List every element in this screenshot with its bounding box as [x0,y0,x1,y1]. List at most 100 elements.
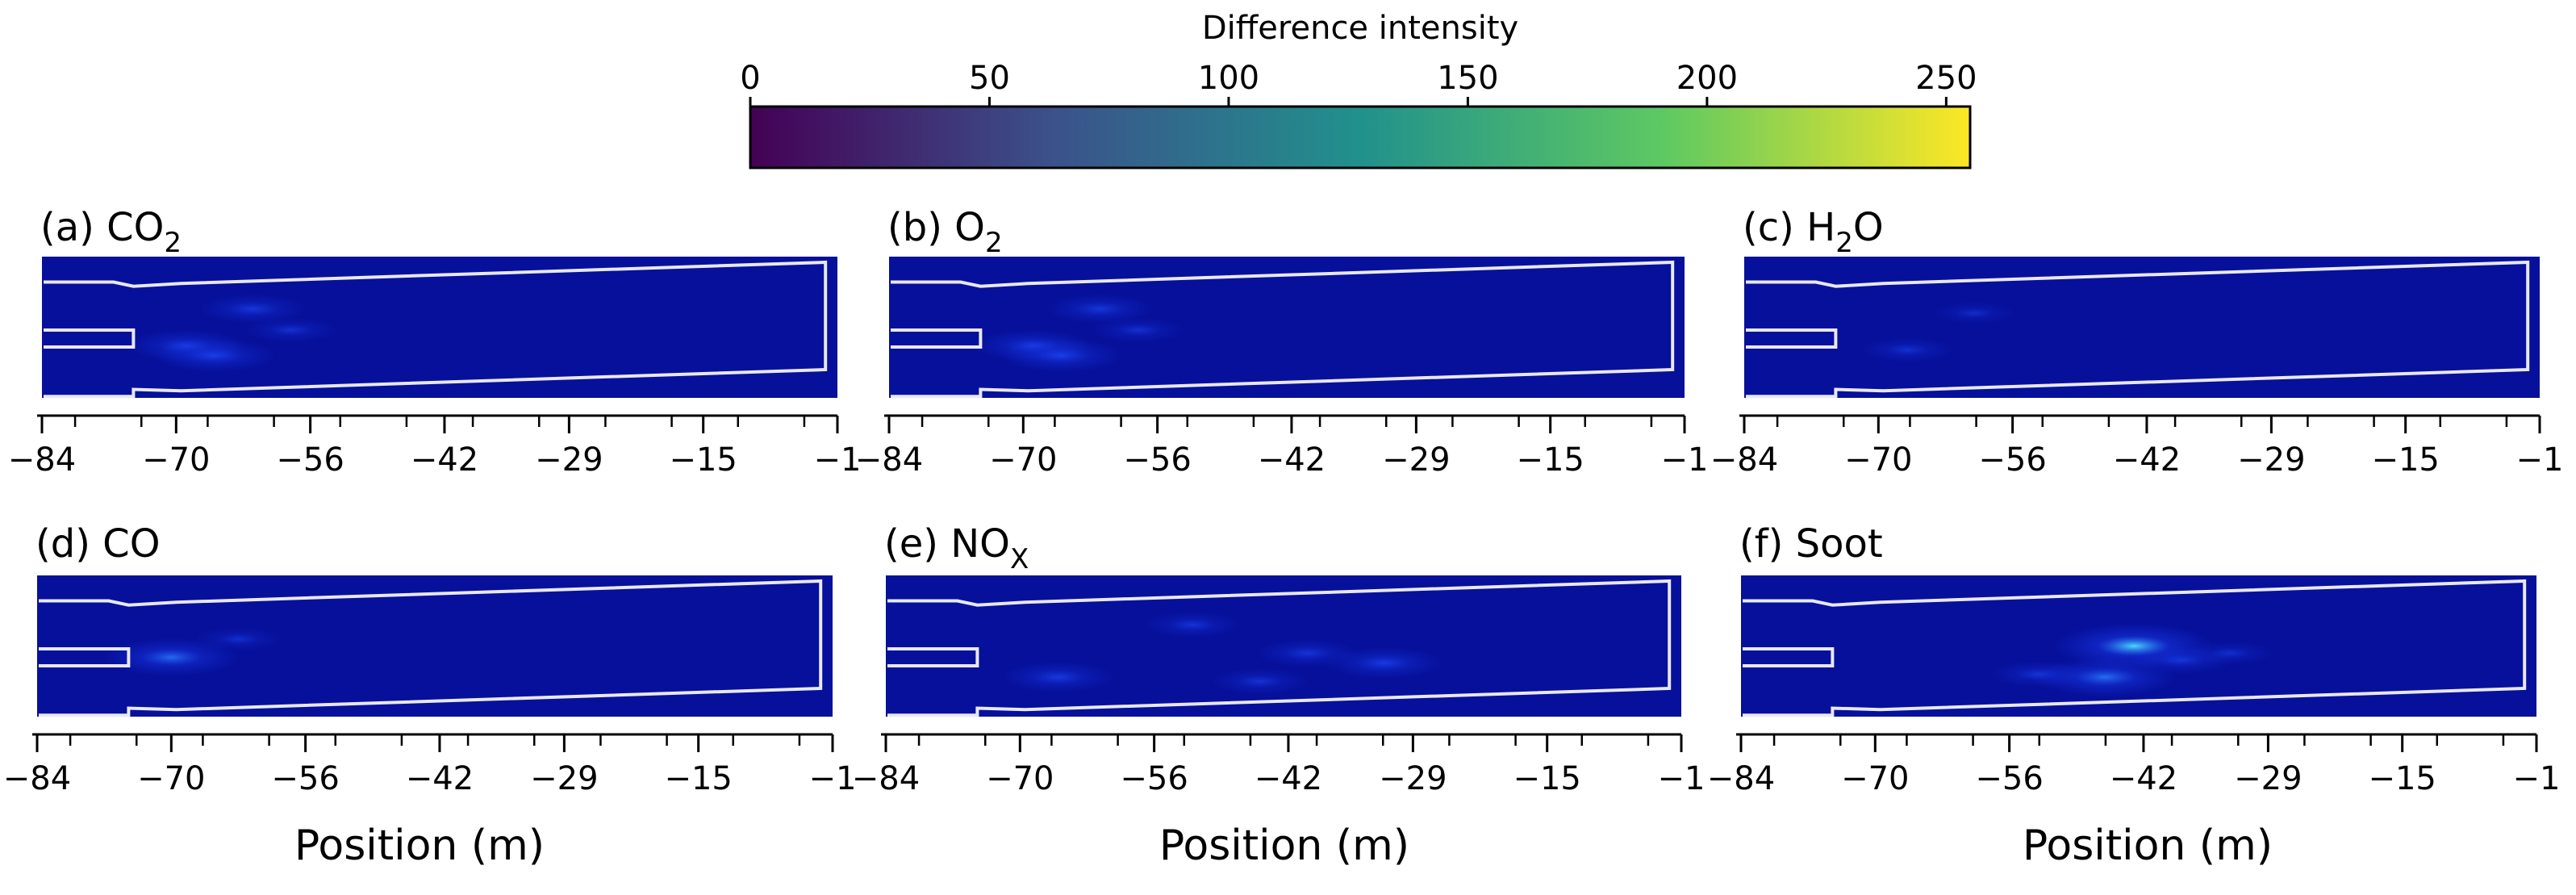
x-tick-label: −70 [137,760,205,797]
x-tick-label: −1 [1661,441,1709,479]
x-tick-label: −70 [1841,760,1909,797]
panel-label-e: (e) NOX [884,521,1029,575]
x-tick-label: −56 [276,441,344,479]
hotspot [102,638,240,676]
hotspot [194,627,283,651]
x-tick-label: −29 [530,760,598,797]
injector-outline [887,647,979,667]
panel-label-text: (f) Soot [1739,521,1883,567]
x-tick-label: −1 [2513,760,2561,797]
panel-label-subscript: X [1010,543,1029,575]
x-tick-label: −84 [1710,441,1778,479]
x-tick-label: −1 [814,441,862,479]
x-tick-label: −29 [2237,441,2305,479]
x-tick-label: −84 [3,760,71,797]
x-tick-label: −84 [855,441,923,479]
panel-f: −84 −70 −56 −42 −29 −15 −1 (f) Soot Position (m) [1707,521,2561,870]
hotspot [1210,667,1309,695]
panel-label-text: (b) O [887,205,985,250]
chamber-outline [44,260,828,399]
hotspot [1143,611,1242,638]
panel-label-b: (b) O2 [887,205,1003,259]
hotspot [1001,662,1115,692]
panels: −84 −70 −56 −42 −29 −15 −1(a) CO2−84 −70 −56 −42−… [3,205,2564,870]
x-tick-label: −84 [8,441,76,479]
colorbar-tick-label: 150 [1437,60,1498,97]
hotspot [1091,317,1185,343]
hotspot [198,294,307,324]
colorbar: Difference intensity 0 50 100 150 200 250 [740,10,1977,169]
heatmap-background [42,257,837,398]
x-tick-label: −70 [1844,441,1912,479]
hotspot [1046,294,1154,324]
x-tick-label: −1 [2516,441,2564,479]
hotspot [1989,661,2088,688]
x-tick-label: −42 [406,760,474,797]
x-tick-label: −15 [1513,760,1580,797]
panel-a: −84 −70 −56 −42 −29 −15 −1 (a) CO2 [8,205,862,479]
x-tick-label: −29 [535,441,603,479]
colorbar-title: Difference intensity [1202,10,1518,47]
hotspot [2185,641,2274,665]
x-axis-label: Position (m) [294,822,545,870]
x-tick-label: −56 [1975,760,2043,797]
panel-label-suffix: O [1853,205,1884,250]
hotspot [1325,646,1443,680]
chamber-outline [1746,260,2530,399]
x-axis-label: Position (m) [1159,822,1409,870]
heatmap-background [1744,257,2540,398]
hotspot [1860,337,1954,362]
colorbar-tick-label: 0 [740,60,760,97]
injector-outline [39,647,131,667]
chamber-outline [39,579,823,717]
x-tick-label: −1 [809,760,857,797]
x-tick-label: −29 [1379,760,1447,797]
injector-outline [44,328,136,349]
x-tick-label: −56 [1123,441,1191,479]
injector-outline [1743,647,1835,667]
panel-e: −84 −70 −56 −42 −29 −15 −1 (e) NOX Position (m) [852,521,1706,870]
x-tick-label: −42 [411,441,478,479]
x-tick-label: −29 [2234,760,2302,797]
panel-label-text: (e) NO [884,521,1010,567]
panel-label-d: (d) CO [35,521,160,567]
x-tick-label: −70 [989,441,1057,479]
colorbar-tick-label: 250 [1915,60,1977,97]
colorbar-gradient [749,105,1972,169]
heatmap-background [889,257,1685,398]
panel-label-text: (c) H [1743,205,1835,250]
x-tick-label: −15 [1516,441,1584,479]
panel-c: −84 −70 −56 −42 −29 −15 −1 (c) H2O [1710,205,2564,479]
x-tick-label: −1 [1658,760,1706,797]
panel-label-f: (f) Soot [1739,521,1883,567]
panel-label-subscript: 2 [164,227,182,259]
hotspot [152,338,276,373]
x-tick-label: −56 [271,760,339,797]
x-tick-label: −70 [986,760,1054,797]
chamber-outline [891,260,1675,399]
panel-b: −84 −70 −56 −42 −29 −15 −1 (b) O2 [855,205,1709,479]
chamber-outline [1743,579,2527,717]
colorbar-tick-label: 100 [1198,60,1259,97]
x-tick-label: −15 [2368,760,2436,797]
panel-label-a: (a) CO2 [40,205,182,259]
panel-label-text: (a) CO [40,205,164,250]
panel-label-c: (c) H2O [1743,205,1884,259]
hotspot [1932,302,2017,324]
chamber-outline [887,579,1672,717]
x-tick-label: −15 [2371,441,2439,479]
x-tick-label: −42 [1255,760,1322,797]
x-tick-label: −56 [1120,760,1188,797]
x-tick-label: −84 [852,760,920,797]
injector-outline [891,328,983,349]
colorbar-tick-label: 200 [1676,60,1738,97]
panel-label-subscript: 2 [985,227,1003,259]
panel-label-subscript: 2 [1835,227,1853,259]
hotspot [244,317,338,343]
x-tick-label: −84 [1707,760,1775,797]
colorbar-tick-label: 50 [969,60,1010,97]
x-tick-label: −70 [142,441,210,479]
hotspot [1000,338,1123,373]
panel-label-text: (d) CO [35,521,160,567]
